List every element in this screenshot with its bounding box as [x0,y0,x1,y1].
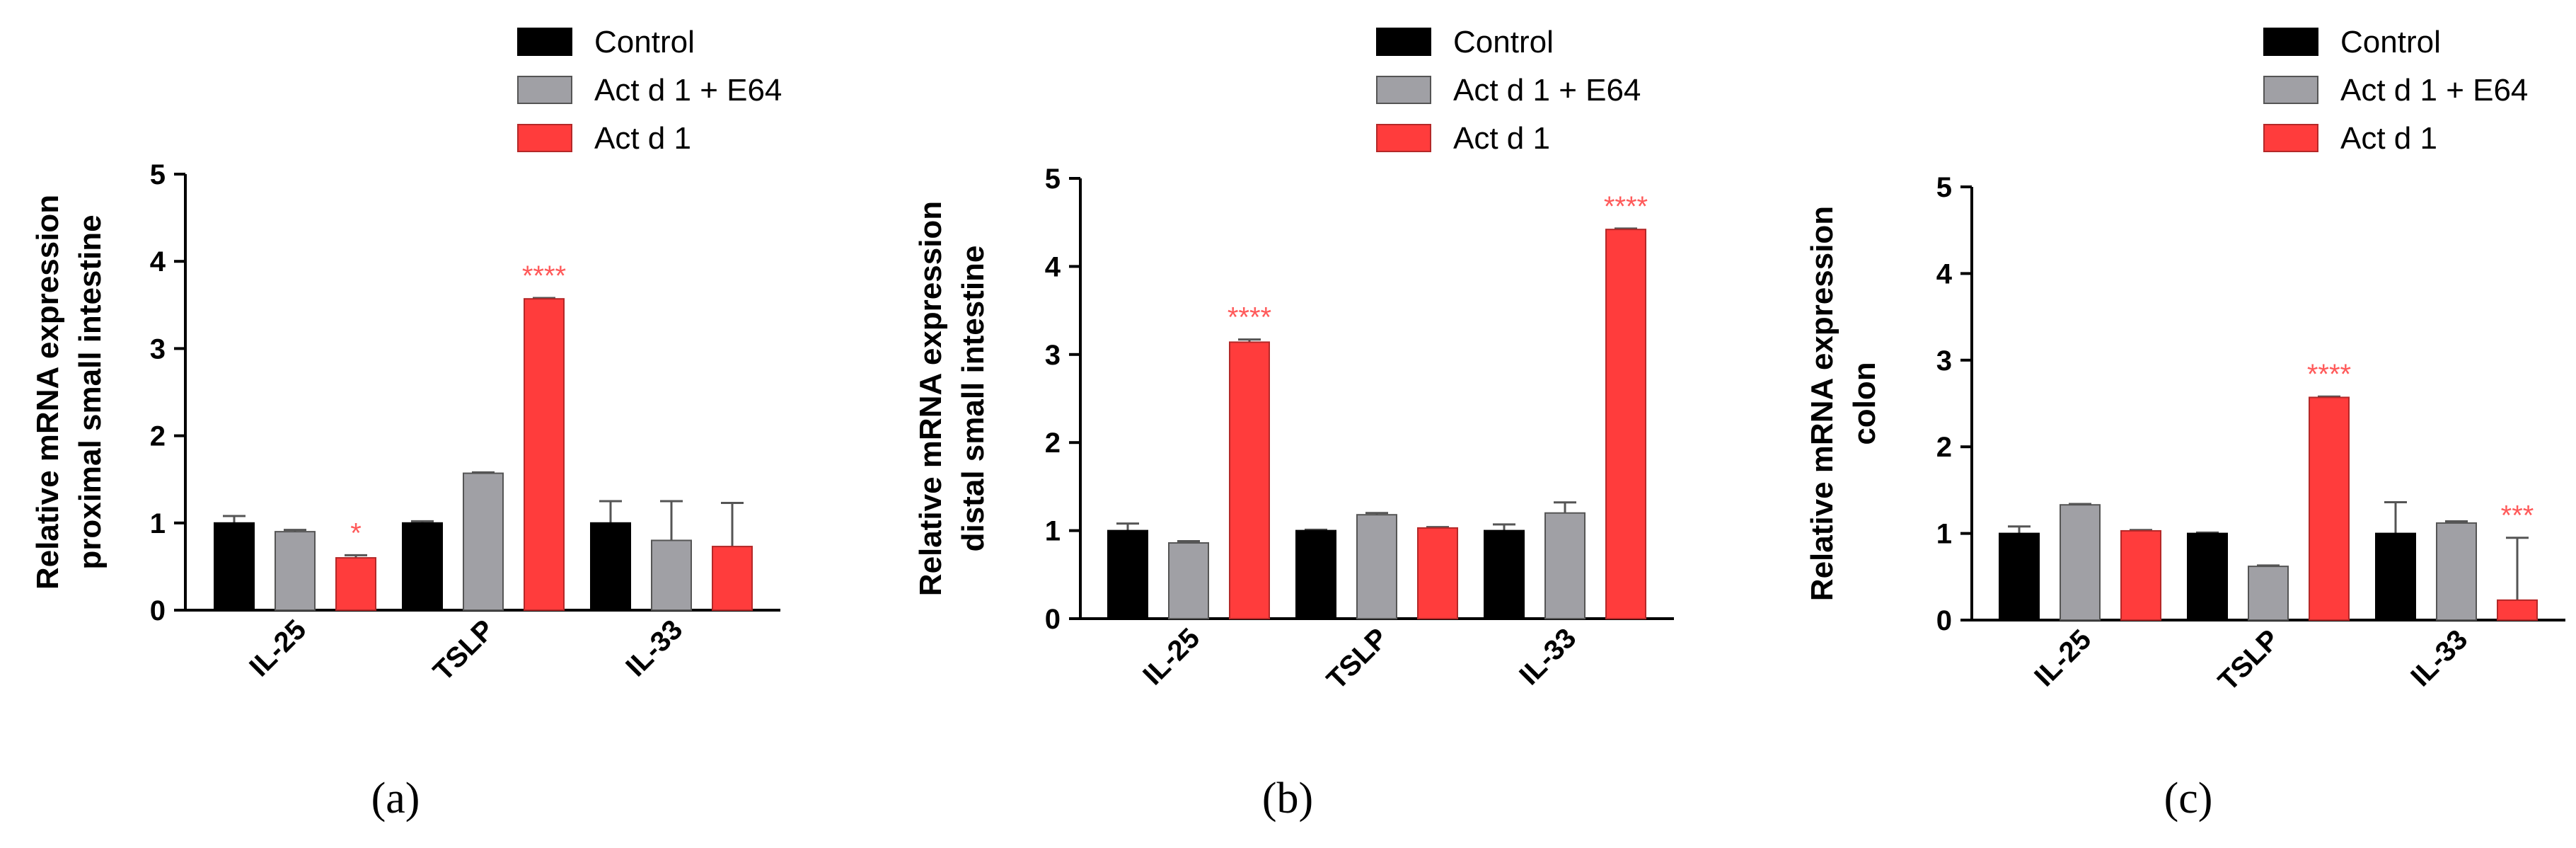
bar-act-d-1-e64 [2436,522,2477,621]
y-tick-label: 0 [1936,605,1952,636]
y-tick-label: 1 [150,508,166,539]
y-tick-label: 5 [1045,164,1061,195]
y-axis-label: distal small intestine [956,246,990,552]
category-label: IL-33 [620,614,688,682]
category-label: IL-25 [1137,622,1206,691]
y-tick-label: 2 [1045,428,1061,459]
bar-control [1295,529,1336,619]
legend-swatch [1376,124,1431,152]
category-label: TSLP [2212,624,2285,697]
y-tick-label: 1 [1045,516,1061,547]
significance-marker: **** [1228,302,1271,333]
y-tick-label: 4 [1936,258,1953,290]
bar-control [1999,532,2040,621]
y-axis-label: Relative mRNA expression [1805,206,1839,601]
legend-swatch [2263,124,2318,152]
legend-label: Act d 1 + E64 [2340,73,2528,108]
y-tick-label: 5 [1936,172,1952,203]
bar-act-d-1-e64 [1168,542,1209,619]
y-tick-label: 3 [1045,340,1061,371]
panel-label: (b) [1262,774,1313,823]
bar-act-d-1-e64 [2060,504,2101,621]
chart-panel-c: Control Act d 1 + E64 Act d 1 0 1 2 3 4 5 Relativ… [1805,25,2565,823]
bar-control [2187,532,2228,621]
category-label: TSLP [1321,622,1394,695]
category-label: IL-25 [2028,624,2097,692]
legend-label: Control [594,25,695,59]
y-tick-label: 5 [150,159,166,190]
legend-swatch [1376,28,1431,56]
y-axis-label: colon [1847,362,1882,445]
bar-act-d-1-e64 [1356,514,1397,620]
y-tick-label: 4 [150,246,166,277]
legend-swatch [1376,76,1431,104]
legend-label: Act d 1 + E64 [594,73,782,108]
category-label: TSLP [427,614,500,687]
panel-label: (a) [371,774,420,823]
bar-control [402,522,443,611]
significance-marker: *** [2501,500,2534,532]
y-tick-label: 0 [150,595,166,626]
y-tick-label: 0 [1045,604,1061,635]
bar-act-d-1 [2120,529,2161,621]
y-tick-label: 3 [150,333,166,365]
bar-control [1107,529,1148,619]
legend-label: Act d 1 [2340,121,2437,156]
legend-swatch [2263,76,2318,104]
significance-marker: **** [522,260,566,292]
legend-label: Act d 1 [594,121,691,156]
bar-act-d-1 [524,298,565,611]
bar-act-d-1-e64 [2248,566,2289,621]
chart-panel-a: Control Act d 1 + E64 Act d 1 0 1 2 3 4 5 Relativ… [30,25,782,823]
legend-label: Act d 1 [1453,121,1550,156]
y-tick-label: 2 [150,421,166,452]
bar-act-d-1 [1605,229,1646,620]
bar-control [590,522,631,611]
bar-act-d-1 [712,546,753,612]
legend-swatch [517,76,572,104]
bar-act-d-1-e64 [463,472,504,611]
bar-act-d-1 [1417,527,1458,619]
significance-marker: **** [2307,359,2351,390]
bar-act-d-1-e64 [275,531,316,611]
significance-marker: * [350,517,362,549]
y-axis-label: proximal small intestine [73,214,108,569]
bar-control [214,522,255,611]
y-tick-label: 2 [1936,432,1952,463]
y-tick-label: 1 [1936,519,1952,550]
bar-act-d-1 [2309,396,2350,621]
y-axis-label: Relative mRNA expression [913,201,948,596]
bar-act-d-1 [2497,599,2538,621]
significance-marker: **** [1604,191,1648,222]
category-label: IL-25 [243,614,312,682]
bar-control [2375,532,2416,621]
bar-act-d-1-e64 [651,539,692,611]
legend-swatch [517,28,572,56]
legend-swatch [2263,28,2318,56]
bar-act-d-1-e64 [1544,512,1586,619]
bar-control [1484,529,1525,619]
bar-act-d-1 [335,557,376,612]
bar-act-d-1 [1229,341,1270,619]
category-label: IL-33 [2405,624,2473,692]
y-axis-label: Relative mRNA expression [30,195,65,590]
legend-label: Act d 1 + E64 [1453,73,1641,108]
y-tick-label: 3 [1936,345,1952,377]
legend-label: Control [2340,25,2441,59]
panel-label: (c) [2164,774,2213,823]
chart-panel-b: Control Act d 1 + E64 Act d 1 0 1 2 3 4 5 Relativ… [913,25,1674,823]
y-tick-label: 4 [1045,251,1061,282]
legend-label: Control [1453,25,1554,59]
category-label: IL-33 [1513,622,1582,691]
legend-swatch [517,124,572,152]
